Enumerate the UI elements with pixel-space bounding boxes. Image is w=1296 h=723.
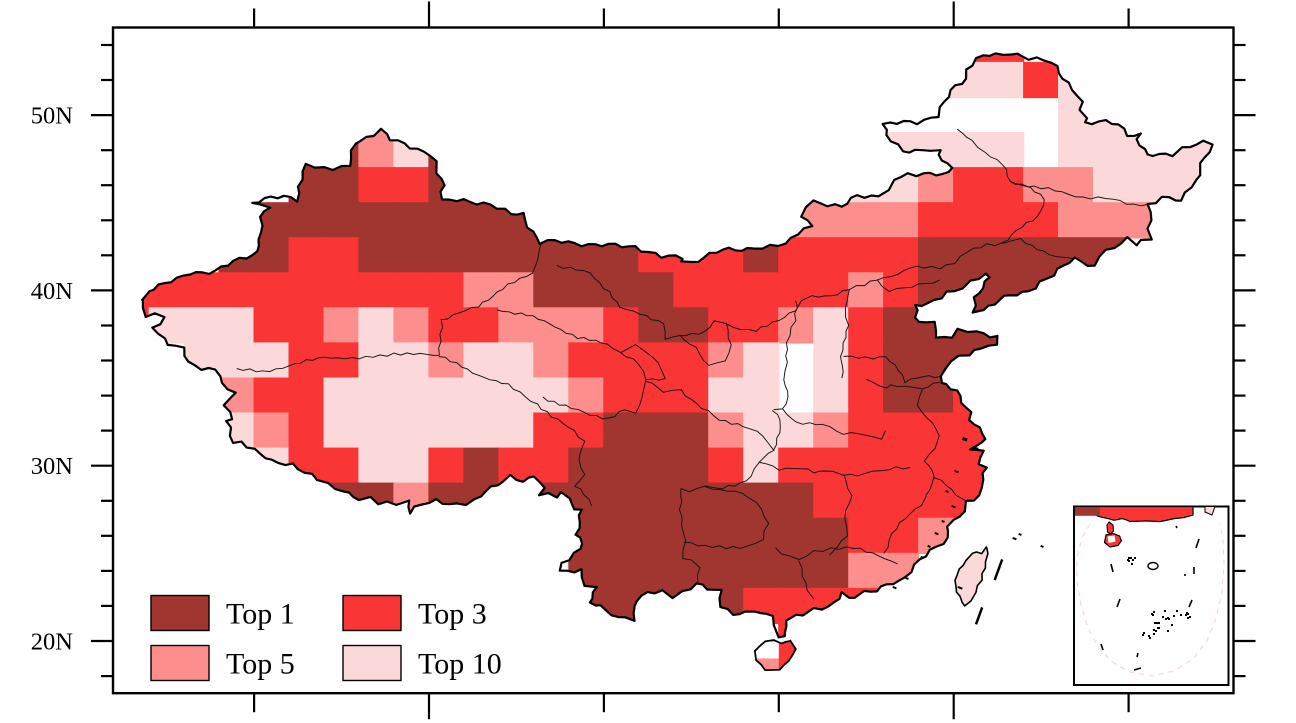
svg-text:Top 10: Top 10	[418, 648, 502, 681]
svg-text:40N: 40N	[31, 278, 74, 305]
svg-text:30N: 30N	[31, 453, 74, 480]
svg-text:50N: 50N	[31, 103, 74, 130]
svg-text:Top 1: Top 1	[226, 598, 295, 631]
svg-text:20N: 20N	[31, 629, 74, 656]
svg-text:Top 3: Top 3	[418, 598, 487, 631]
svg-text:Top 5: Top 5	[226, 648, 295, 681]
